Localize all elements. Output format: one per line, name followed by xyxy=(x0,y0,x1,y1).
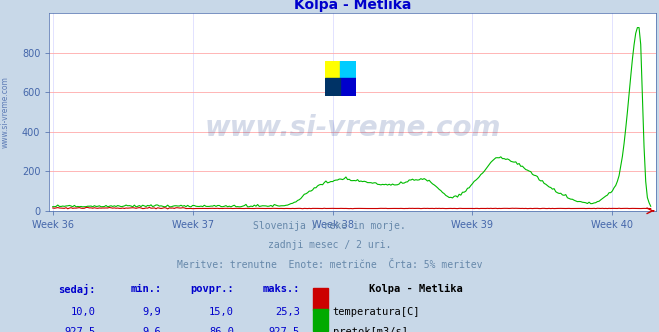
Bar xyxy=(326,78,341,96)
Bar xyxy=(341,61,356,78)
Text: maks.:: maks.: xyxy=(262,284,300,294)
Text: 15,0: 15,0 xyxy=(209,307,234,317)
Text: 10,0: 10,0 xyxy=(71,307,96,317)
Text: 86,0: 86,0 xyxy=(209,327,234,332)
Text: zadnji mesec / 2 uri.: zadnji mesec / 2 uri. xyxy=(268,240,391,250)
Text: sedaj:: sedaj: xyxy=(58,284,96,295)
Text: 927,5: 927,5 xyxy=(65,327,96,332)
Text: Kolpa - Metlika: Kolpa - Metlika xyxy=(369,284,463,294)
Text: Slovenija / reke in morje.: Slovenija / reke in morje. xyxy=(253,221,406,231)
Text: www.si-vreme.com: www.si-vreme.com xyxy=(204,114,501,142)
Text: 9,6: 9,6 xyxy=(143,327,161,332)
Bar xyxy=(313,309,328,331)
Text: min.:: min.: xyxy=(130,284,161,294)
Text: 927,5: 927,5 xyxy=(269,327,300,332)
Text: Meritve: trenutne  Enote: metrične  Črta: 5% meritev: Meritve: trenutne Enote: metrične Črta: … xyxy=(177,260,482,270)
Bar xyxy=(326,61,341,78)
Text: povpr.:: povpr.: xyxy=(190,284,234,294)
Text: www.si-vreme.com: www.si-vreme.com xyxy=(1,76,10,148)
Text: 25,3: 25,3 xyxy=(275,307,300,317)
Text: pretok[m3/s]: pretok[m3/s] xyxy=(333,327,408,332)
Text: temperatura[C]: temperatura[C] xyxy=(333,307,420,317)
Bar xyxy=(313,289,328,310)
Bar xyxy=(341,78,356,96)
Title: Kolpa - Metlika: Kolpa - Metlika xyxy=(294,0,411,12)
Text: 9,9: 9,9 xyxy=(143,307,161,317)
